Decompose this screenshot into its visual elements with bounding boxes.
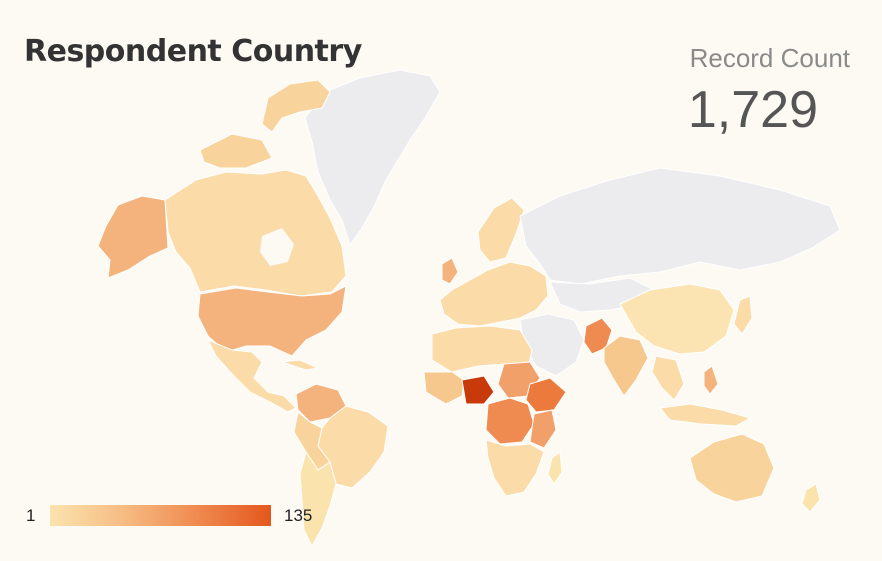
- region-europe[interactable]: [439, 261, 549, 327]
- record-count-label: Record Count: [689, 43, 850, 73]
- region-madagascar[interactable]: [547, 451, 563, 485]
- region-argentina-chile[interactable]: [299, 450, 337, 548]
- legend-color-scale: [50, 505, 271, 526]
- region-caribbean[interactable]: [281, 359, 320, 371]
- region-ethiopia[interactable]: [525, 377, 567, 413]
- region-west-africa[interactable]: [423, 371, 465, 405]
- region-indonesia[interactable]: [659, 403, 752, 427]
- region-alaska[interactable]: [97, 195, 169, 279]
- region-scandinavia[interactable]: [477, 197, 525, 263]
- region-mexico[interactable]: [206, 339, 297, 413]
- legend-min-label: 1: [26, 506, 36, 525]
- region-hudson-bay: [260, 228, 294, 266]
- region-nigeria[interactable]: [461, 375, 495, 405]
- region-philippines[interactable]: [703, 365, 719, 395]
- region-central-africa[interactable]: [485, 397, 535, 445]
- region-australia[interactable]: [689, 433, 775, 503]
- region-southern-africa[interactable]: [485, 439, 545, 497]
- region-canada-islands-2[interactable]: [199, 133, 273, 169]
- legend-max-label: 135: [284, 506, 313, 525]
- region-japan[interactable]: [733, 295, 753, 335]
- region-southeast-asia[interactable]: [651, 355, 685, 401]
- region-india[interactable]: [603, 335, 649, 397]
- region-china[interactable]: [619, 283, 735, 355]
- region-russia[interactable]: [519, 167, 841, 285]
- region-canada[interactable]: [164, 169, 347, 297]
- page-title: Respondent Country: [24, 34, 362, 69]
- region-canada-islands[interactable]: [261, 79, 331, 133]
- region-uk[interactable]: [441, 257, 459, 285]
- record-count-value: 1,729: [687, 81, 818, 139]
- region-east-africa[interactable]: [529, 409, 557, 449]
- region-new-zealand[interactable]: [801, 483, 821, 513]
- region-greenland[interactable]: [304, 69, 441, 247]
